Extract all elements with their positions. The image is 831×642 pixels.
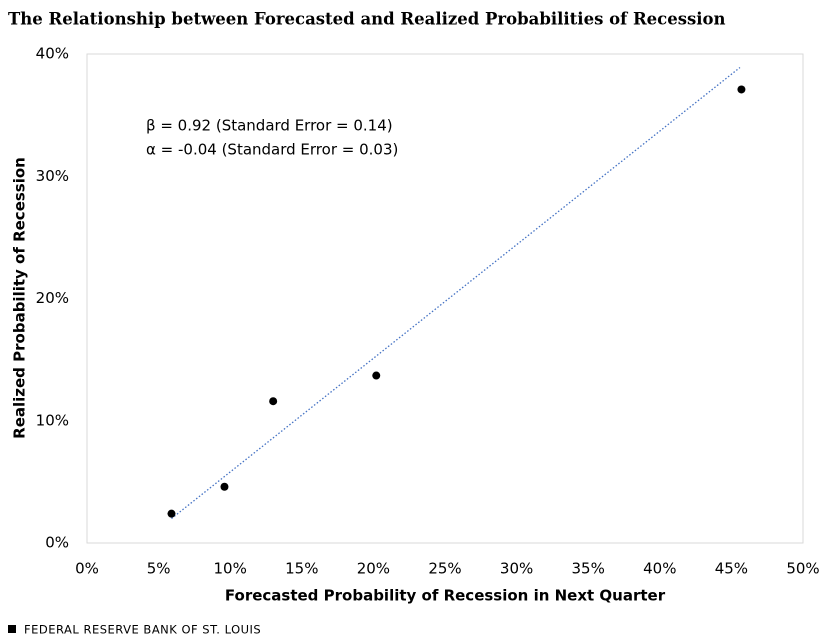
y-tick-label: 10% — [36, 411, 69, 429]
x-tick-label: 30% — [500, 560, 533, 578]
x-tick-label: 5% — [147, 560, 171, 578]
x-tick-label: 15% — [285, 560, 318, 578]
point — [737, 85, 746, 94]
footer: FEDERAL RESERVE BANK OF ST. LOUIS — [24, 623, 261, 637]
y-tick-label: 0% — [45, 534, 69, 552]
annotation: β = 0.92 (Standard Error = 0.14) — [146, 117, 393, 135]
y-tick-label: 20% — [36, 289, 69, 307]
annotation: α = -0.04 (Standard Error = 0.03) — [146, 141, 398, 159]
point — [220, 482, 229, 491]
y-axis-label: Realized Probability of Recession — [11, 157, 29, 439]
x-tick-label: 50% — [786, 560, 819, 578]
x-tick-label: 35% — [572, 560, 605, 578]
chart-title: The Relationship between Forecasted and … — [8, 10, 726, 29]
y-tick-label: 30% — [36, 167, 69, 185]
x-tick-label: 40% — [643, 560, 676, 578]
x-tick-label: 45% — [715, 560, 748, 578]
point — [167, 509, 176, 518]
y-tick-label: 40% — [36, 45, 69, 63]
plot-area — [86, 53, 804, 544]
x-tick-label: 25% — [428, 560, 461, 578]
point — [372, 371, 381, 380]
trendline — [171, 66, 741, 520]
x-axis-label: Forecasted Probability of Recession in N… — [225, 587, 666, 605]
footer-icon — [8, 625, 16, 633]
point — [269, 397, 278, 406]
x-tick-label: 10% — [214, 560, 247, 578]
x-tick-label: 20% — [357, 560, 390, 578]
x-tick-label: 0% — [75, 560, 99, 578]
